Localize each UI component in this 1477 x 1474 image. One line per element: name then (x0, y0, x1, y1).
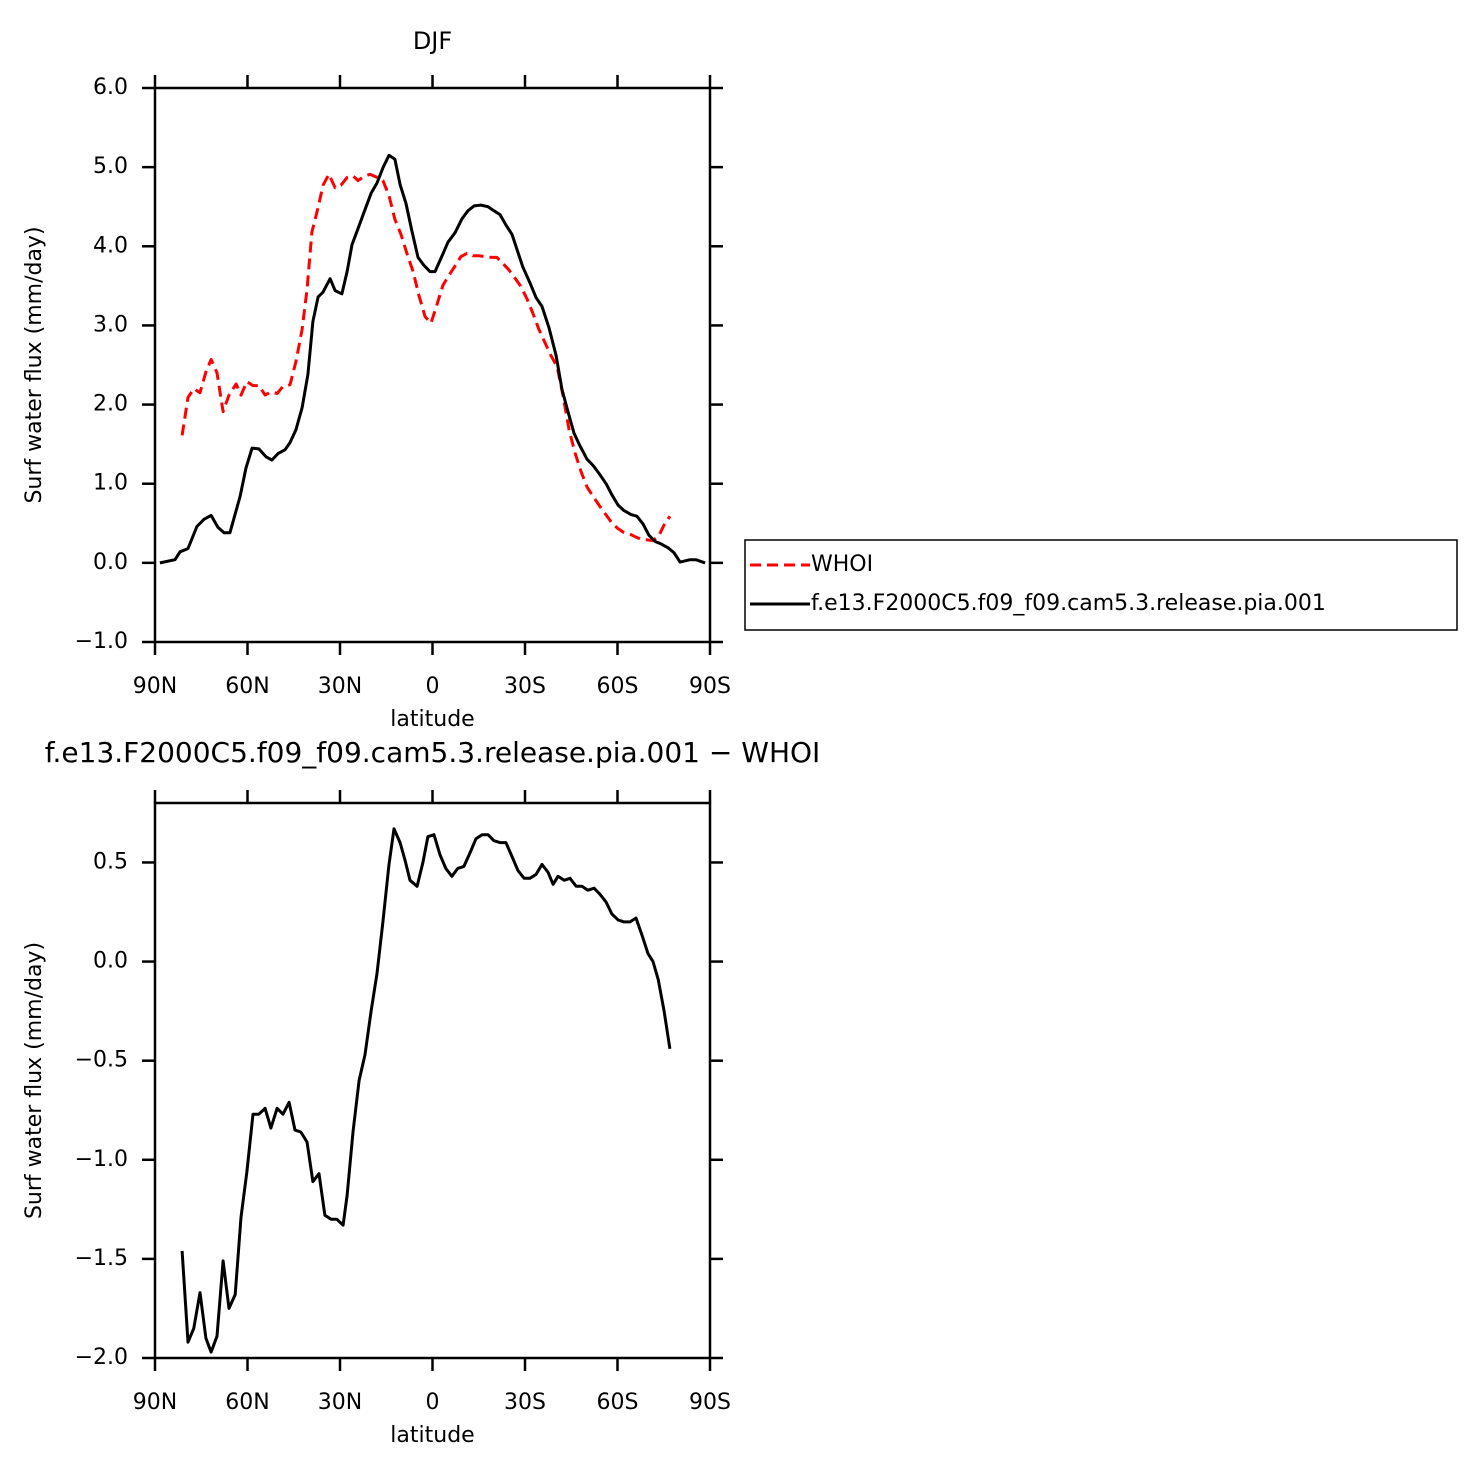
data-line (159, 153, 706, 565)
y-tick-label: −0.5 (75, 1048, 128, 1073)
y-tick-label: 2.0 (93, 392, 128, 417)
x-tick-label: 90N (133, 674, 177, 699)
data-line (180, 172, 672, 543)
y-tick-label: 6.0 (93, 75, 128, 100)
plot-frame (153, 801, 712, 1360)
legend-label: WHOI (811, 552, 873, 577)
x-tick-label: 30S (504, 674, 546, 699)
x-tick-label: 60N (225, 674, 269, 699)
y-tick-label: −1.5 (75, 1246, 128, 1271)
x-axis-label: latitude (390, 707, 474, 732)
y-axis-label: Surf water flux (mm/day) (22, 942, 47, 1219)
y-tick-label: 5.0 (93, 154, 128, 179)
y-tick-label: 3.0 (93, 312, 128, 337)
x-tick-label: 0 (426, 1390, 440, 1415)
legend-label: f.e13.F2000C5.f09_f09.cam5.3.release.pia… (811, 591, 1326, 616)
legend-box (744, 539, 1458, 631)
x-tick-label: 30S (504, 1390, 546, 1415)
x-tick-label: 0 (426, 674, 440, 699)
x-tick-label: 60N (225, 1390, 269, 1415)
data-line (180, 827, 672, 1354)
x-tick-label: 90S (689, 1390, 731, 1415)
y-tick-label: 4.0 (93, 233, 128, 258)
x-tick-label: 60S (597, 1390, 639, 1415)
x-tick-label: 90N (133, 1390, 177, 1415)
y-tick-label: −1.0 (75, 1147, 128, 1172)
chart-title: f.e13.F2000C5.f09_f09.cam5.3.release.pia… (45, 736, 821, 769)
y-axis-label: Surf water flux (mm/day) (22, 226, 47, 503)
y-tick-label: −2.0 (75, 1345, 128, 1370)
y-tick-label: 1.0 (93, 471, 128, 496)
x-tick-label: 30N (318, 674, 362, 699)
chart-title: DJF (413, 27, 452, 55)
plot-frame (153, 86, 712, 644)
y-tick-label: 0.0 (93, 550, 128, 575)
y-tick-label: −1.0 (75, 629, 128, 654)
y-tick-label: 0.0 (93, 949, 128, 974)
x-tick-label: 90S (689, 674, 731, 699)
x-tick-label: 60S (597, 674, 639, 699)
x-axis-label: latitude (390, 1423, 474, 1448)
x-tick-label: 30N (318, 1390, 362, 1415)
y-tick-label: 0.5 (93, 849, 128, 874)
